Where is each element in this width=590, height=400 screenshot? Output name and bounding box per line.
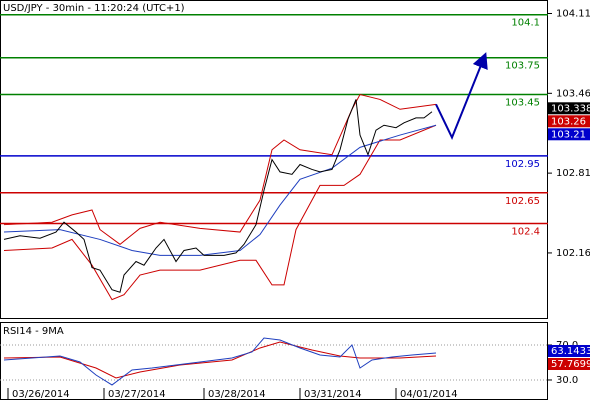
price-tag [548,128,590,141]
x-tick-label: 03/26/2014 [12,389,70,400]
price-tag-label: 103.338 [551,103,590,114]
level-label: 104.1 [511,18,540,29]
x-tick-label: 04/01/2014 [400,389,458,400]
series-line [3,337,437,386]
y-tick-label: 102.81 [556,168,590,179]
price-panel-frame [0,0,548,319]
price-tag [548,344,590,357]
x-tick-label: 03/28/2014 [208,389,266,400]
series-line [3,93,437,245]
level-label: 102.65 [505,196,540,207]
series-line [3,124,437,301]
chart-title: USD/JPY - 30min - 11:20:24 (UTC+1) [3,3,185,14]
series-line [3,124,437,256]
y-tick-label: 104.11 [556,9,590,20]
price-tag-label: 103.26 [551,116,586,127]
x-tick-label: 03/27/2014 [108,389,166,400]
level-label: 103.45 [505,98,540,109]
level-label: 103.75 [505,61,540,72]
series-line [3,99,433,293]
price-tag-label: 57.7699 [551,359,590,370]
x-tick-label: 03/31/2014 [304,389,362,400]
price-tag-label: 103.21 [551,129,586,140]
level-label: 102.4 [511,226,540,237]
price-tag [548,102,590,115]
price-tag [548,115,590,128]
price-tag [548,357,590,370]
forecast-arrow [435,52,488,140]
level-label: 102.95 [505,159,540,170]
y-tick-label: 30.0 [556,375,578,386]
y-tick-label: 103.46 [556,88,590,99]
price-tag-label: 63.1433 [551,346,590,357]
y-tick-label: 102.16 [556,248,590,259]
rsi-title: RSI14 - 9MA [3,326,64,337]
